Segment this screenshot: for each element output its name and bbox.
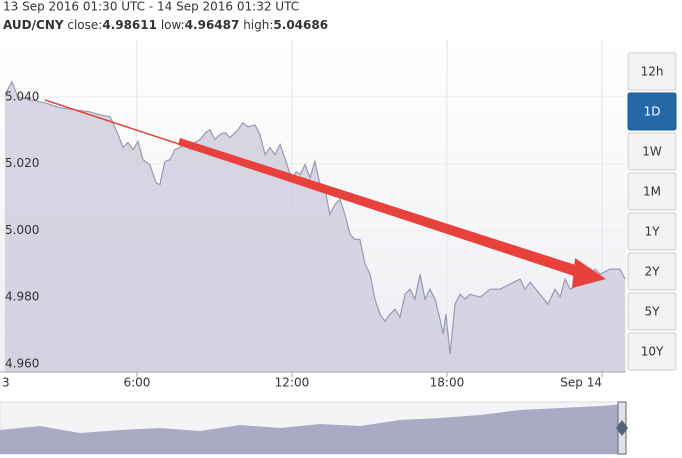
high: 5.04686 bbox=[273, 18, 328, 32]
y-tick-label: 4.960 bbox=[5, 356, 39, 370]
low: 4.96487 bbox=[185, 18, 240, 32]
range-button[interactable] bbox=[627, 212, 677, 251]
range-button-label[interactable]: 1D bbox=[644, 105, 661, 119]
range-button[interactable] bbox=[627, 252, 677, 291]
trend-arrow bbox=[44, 99, 606, 288]
arrow-body bbox=[178, 138, 585, 278]
range-button[interactable] bbox=[627, 92, 677, 131]
y-tick-label: 5.020 bbox=[5, 156, 39, 170]
x-tick-label: 12:00 bbox=[275, 376, 310, 390]
range-button-label[interactable]: 10Y bbox=[641, 345, 664, 359]
x-tick-label: Sep 14 bbox=[560, 376, 602, 390]
stats: AUD/CNY close:4.98611 low:4.96487 high:5… bbox=[3, 18, 328, 32]
y-tick-label: 4.980 bbox=[5, 290, 39, 304]
range-button[interactable] bbox=[627, 132, 677, 171]
x-tick-label: 6:00 bbox=[123, 376, 150, 390]
low-label: low: bbox=[161, 18, 185, 32]
range-button-label[interactable]: 12h bbox=[641, 65, 664, 79]
range-button-label[interactable]: 2Y bbox=[645, 265, 661, 279]
close: 4.98611 bbox=[102, 18, 157, 32]
navigator-grip[interactable] bbox=[616, 420, 628, 436]
pair: AUD/CNY bbox=[3, 18, 64, 32]
x-tick-label: 3 bbox=[2, 376, 10, 390]
navigator-area bbox=[0, 404, 626, 454]
y-tick-label: 5.040 bbox=[5, 89, 39, 103]
range-button[interactable] bbox=[627, 52, 677, 91]
date-range: 13 Sep 2016 01:30 UTC - 14 Sep 2016 01:3… bbox=[3, 0, 299, 14]
range-button-label[interactable]: 5Y bbox=[645, 305, 661, 319]
range-button-label[interactable]: 1Y bbox=[645, 225, 661, 239]
range-button-label[interactable]: 1W bbox=[642, 145, 662, 159]
range-button[interactable] bbox=[627, 332, 677, 371]
range-button-label[interactable]: 1M bbox=[643, 185, 661, 199]
area bbox=[4, 81, 625, 373]
y-tick-label: 5.000 bbox=[5, 223, 39, 237]
high-label: high: bbox=[243, 18, 273, 32]
arrow-head bbox=[572, 258, 606, 288]
range-button[interactable] bbox=[627, 172, 677, 211]
x-tick-label: 18:00 bbox=[430, 376, 465, 390]
range-button[interactable] bbox=[627, 292, 677, 331]
close-label: close: bbox=[67, 18, 102, 32]
